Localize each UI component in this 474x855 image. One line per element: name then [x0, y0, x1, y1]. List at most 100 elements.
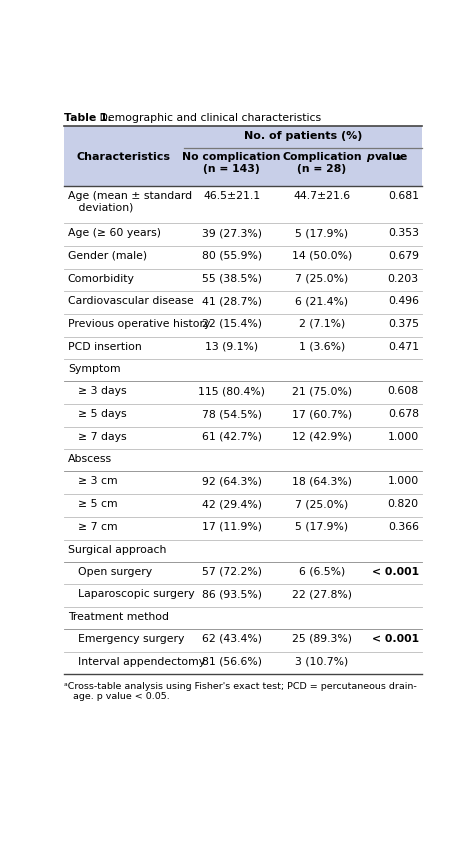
Text: 81 (56.6%): 81 (56.6%) [202, 657, 262, 667]
Text: 0.375: 0.375 [388, 319, 419, 329]
Text: Demographic and clinical characteristics: Demographic and clinical characteristics [96, 113, 321, 122]
Text: 17 (11.9%): 17 (11.9%) [202, 522, 262, 532]
Bar [64, 629, 422, 652]
Text: 44.7±21.6: 44.7±21.6 [293, 192, 351, 201]
Text: 78 (54.5%): 78 (54.5%) [202, 409, 262, 419]
Text: 46.5±21.1: 46.5±21.1 [203, 192, 260, 201]
Text: 2 (7.1%): 2 (7.1%) [299, 319, 345, 329]
Text: Comorbidity: Comorbidity [68, 274, 135, 284]
Text: 0.608: 0.608 [388, 386, 419, 397]
Text: 0.679: 0.679 [388, 251, 419, 261]
Bar [64, 223, 422, 246]
Text: ≥ 5 days: ≥ 5 days [78, 409, 127, 419]
Bar [64, 292, 422, 314]
Text: value: value [375, 152, 408, 162]
Text: Surgical approach: Surgical approach [68, 545, 166, 555]
Bar [64, 584, 422, 607]
Text: 0.678: 0.678 [388, 409, 419, 419]
Text: < 0.001: < 0.001 [372, 567, 419, 576]
Bar [64, 427, 422, 450]
Text: Abscess: Abscess [68, 455, 112, 464]
Text: ≥ 3 days: ≥ 3 days [78, 386, 127, 397]
Text: 21 (75.0%): 21 (75.0%) [292, 386, 352, 397]
Text: No complication
(n = 143): No complication (n = 143) [182, 152, 281, 174]
Text: 42 (29.4%): 42 (29.4%) [202, 499, 262, 509]
Text: ≥ 7 days: ≥ 7 days [78, 432, 127, 442]
Text: 57 (72.2%): 57 (72.2%) [202, 567, 262, 576]
Text: 92 (64.3%): 92 (64.3%) [202, 476, 262, 486]
Bar [64, 126, 422, 186]
Text: 62 (43.4%): 62 (43.4%) [202, 634, 262, 644]
Bar [64, 562, 422, 584]
Text: 6 (6.5%): 6 (6.5%) [299, 567, 345, 576]
Text: 61 (42.7%): 61 (42.7%) [202, 432, 262, 442]
Bar [64, 450, 422, 471]
Text: 0.820: 0.820 [388, 499, 419, 509]
Bar [64, 540, 422, 562]
Text: 25 (89.3%): 25 (89.3%) [292, 634, 352, 644]
Bar [64, 517, 422, 540]
Text: 1.000: 1.000 [388, 432, 419, 442]
Text: Gender (male): Gender (male) [68, 251, 147, 261]
Text: Table 1.: Table 1. [64, 113, 112, 122]
Text: ≥ 3 cm: ≥ 3 cm [78, 476, 118, 486]
Bar [64, 607, 422, 629]
Text: Age (mean ± standard
   deviation): Age (mean ± standard deviation) [68, 192, 192, 213]
Text: Interval appendectomy: Interval appendectomy [78, 657, 205, 667]
Text: 17 (60.7%): 17 (60.7%) [292, 409, 352, 419]
Text: Cardiovascular disease: Cardiovascular disease [68, 296, 193, 306]
Text: Emergency surgery: Emergency surgery [78, 634, 184, 644]
Bar [64, 186, 422, 223]
Text: 0.681: 0.681 [388, 192, 419, 201]
Text: ≥ 7 cm: ≥ 7 cm [78, 522, 118, 532]
Text: p: p [366, 152, 374, 162]
Text: 7 (25.0%): 7 (25.0%) [295, 274, 348, 284]
Text: 22 (27.8%): 22 (27.8%) [292, 589, 352, 599]
Text: Treatment method: Treatment method [68, 612, 169, 622]
Text: 22 (15.4%): 22 (15.4%) [202, 319, 262, 329]
Text: No. of patients (%): No. of patients (%) [244, 131, 362, 141]
Text: Open surgery: Open surgery [78, 567, 152, 576]
Text: Age (≥ 60 years): Age (≥ 60 years) [68, 228, 161, 238]
Bar [64, 359, 422, 381]
Text: 55 (38.5%): 55 (38.5%) [202, 274, 262, 284]
Text: 3 (10.7%): 3 (10.7%) [295, 657, 348, 667]
Text: 5 (17.9%): 5 (17.9%) [295, 228, 348, 238]
Text: Previous operative history: Previous operative history [68, 319, 210, 329]
Text: 5 (17.9%): 5 (17.9%) [295, 522, 348, 532]
Text: 80 (55.9%): 80 (55.9%) [201, 251, 262, 261]
Text: 14 (50.0%): 14 (50.0%) [292, 251, 352, 261]
Text: 0.366: 0.366 [388, 522, 419, 532]
Text: 39 (27.3%): 39 (27.3%) [202, 228, 262, 238]
Bar [64, 652, 422, 675]
Text: 41 (28.7%): 41 (28.7%) [202, 296, 262, 306]
Text: 115 (80.4%): 115 (80.4%) [198, 386, 265, 397]
Bar [64, 246, 422, 268]
Text: ≥ 5 cm: ≥ 5 cm [78, 499, 118, 509]
Text: 0.353: 0.353 [388, 228, 419, 238]
Bar [64, 337, 422, 359]
Text: Complication
(n = 28): Complication (n = 28) [282, 152, 362, 174]
Bar [64, 404, 422, 427]
Text: 1 (3.6%): 1 (3.6%) [299, 342, 345, 351]
Text: a: a [396, 153, 401, 162]
Text: 7 (25.0%): 7 (25.0%) [295, 499, 348, 509]
Text: 0.471: 0.471 [388, 342, 419, 351]
Text: Laparoscopic surgery: Laparoscopic surgery [78, 589, 194, 599]
Text: 13 (9.1%): 13 (9.1%) [205, 342, 258, 351]
Text: 12 (42.9%): 12 (42.9%) [292, 432, 352, 442]
Bar [64, 471, 422, 494]
Text: PCD insertion: PCD insertion [68, 342, 142, 351]
Text: 18 (64.3%): 18 (64.3%) [292, 476, 352, 486]
Text: ᵃCross-table analysis using Fisher's exact test; PCD = percutaneous drain-
   ag: ᵃCross-table analysis using Fisher's exa… [64, 682, 417, 701]
Bar [64, 494, 422, 517]
Text: Characteristics: Characteristics [77, 152, 171, 162]
Text: 0.203: 0.203 [388, 274, 419, 284]
Text: 1.000: 1.000 [388, 476, 419, 486]
Text: 86 (93.5%): 86 (93.5%) [202, 589, 262, 599]
Bar [64, 314, 422, 337]
Text: 6 (21.4%): 6 (21.4%) [295, 296, 348, 306]
Text: 0.496: 0.496 [388, 296, 419, 306]
Text: < 0.001: < 0.001 [372, 634, 419, 644]
Bar [64, 381, 422, 404]
